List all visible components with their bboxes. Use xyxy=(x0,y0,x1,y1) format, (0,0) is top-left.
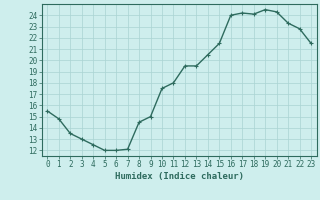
X-axis label: Humidex (Indice chaleur): Humidex (Indice chaleur) xyxy=(115,172,244,181)
